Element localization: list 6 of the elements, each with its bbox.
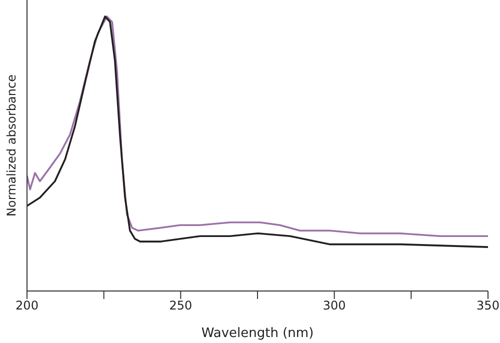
x-tick-label: 250 bbox=[169, 298, 192, 313]
x-axis-title: Wavelength (nm) bbox=[201, 326, 314, 341]
x-tick-label: 350 bbox=[476, 298, 500, 313]
y-axis-title: Normalized absorbance bbox=[4, 74, 18, 216]
x-tick-label: 300 bbox=[322, 298, 346, 313]
x-tick-label: 200 bbox=[16, 298, 38, 313]
